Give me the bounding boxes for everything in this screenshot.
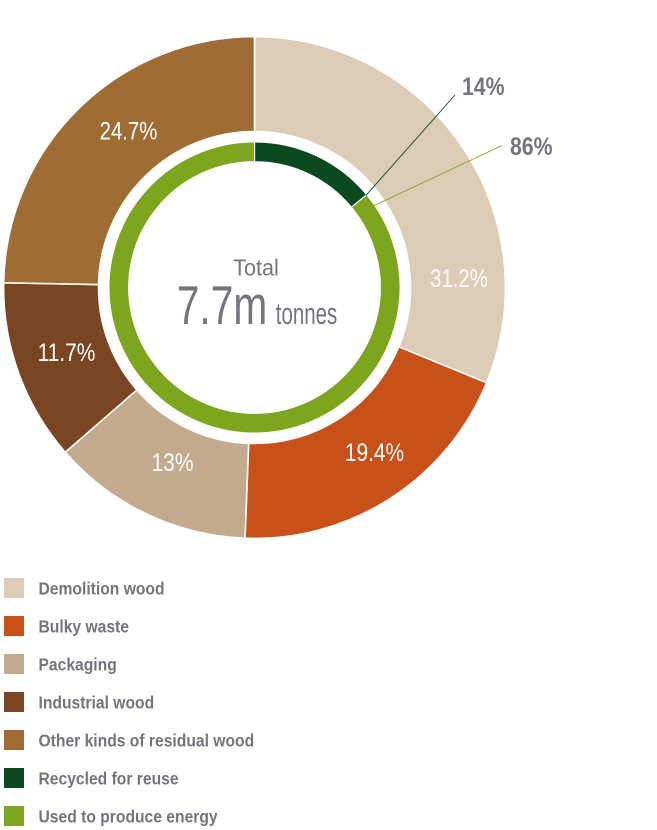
- svg-text:24.7%: 24.7%: [100, 116, 158, 145]
- svg-text:7.7m: 7.7m: [177, 275, 267, 336]
- svg-text:tonnes: tonnes: [276, 296, 337, 331]
- svg-text:Other kinds of residual wood: Other kinds of residual wood: [39, 730, 255, 750]
- svg-text:Used to produce energy: Used to produce energy: [39, 806, 219, 826]
- svg-text:13%: 13%: [151, 448, 193, 476]
- svg-text:31.2%: 31.2%: [430, 264, 488, 293]
- svg-text:Bulky waste: Bulky waste: [39, 616, 129, 636]
- svg-text:86%: 86%: [510, 132, 553, 160]
- svg-text:Industrial wood: Industrial wood: [39, 692, 155, 712]
- svg-text:11.7%: 11.7%: [38, 338, 96, 366]
- svg-text:Demolition wood: Demolition wood: [39, 578, 165, 598]
- svg-text:19.4%: 19.4%: [345, 438, 404, 466]
- svg-text:Packaging: Packaging: [39, 654, 117, 674]
- svg-text:Total: Total: [233, 255, 279, 281]
- svg-text:Recycled for reuse: Recycled for reuse: [39, 768, 179, 788]
- svg-text:14%: 14%: [462, 72, 505, 100]
